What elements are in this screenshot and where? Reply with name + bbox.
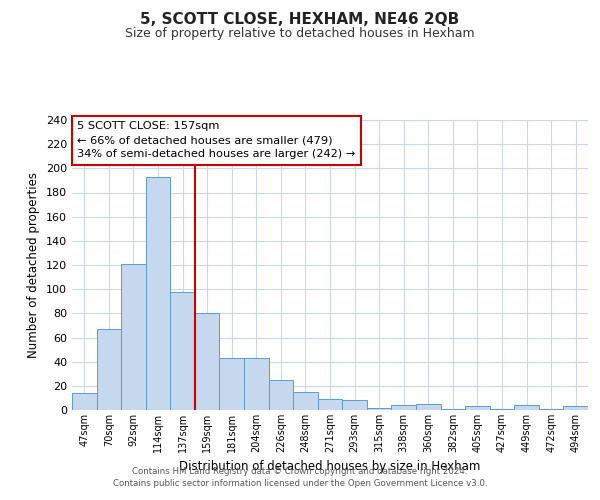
Bar [97,329,121,410]
Bar [342,400,367,410]
Bar [539,409,563,410]
Text: 5 SCOTT CLOSE: 157sqm
← 66% of detached houses are smaller (479)
34% of semi-det: 5 SCOTT CLOSE: 157sqm ← 66% of detached … [77,122,355,160]
Bar [121,264,146,410]
Y-axis label: Number of detached properties: Number of detached properties [28,172,40,358]
Text: Contains HM Land Registry data © Crown copyright and database right 2024.
Contai: Contains HM Land Registry data © Crown c… [113,466,487,487]
Bar [440,409,465,410]
Bar [416,404,440,410]
Bar [391,405,416,410]
X-axis label: Distribution of detached houses by size in Hexham: Distribution of detached houses by size … [179,460,481,473]
Bar [220,358,244,410]
Bar [514,405,539,410]
Bar [72,393,97,410]
Bar [146,177,170,410]
Bar [318,399,342,410]
Text: Size of property relative to detached houses in Hexham: Size of property relative to detached ho… [125,28,475,40]
Bar [465,406,490,410]
Bar [195,314,220,410]
Bar [490,409,514,410]
Bar [293,392,318,410]
Bar [244,358,269,410]
Bar [563,406,588,410]
Bar [269,380,293,410]
Bar [170,292,195,410]
Bar [367,408,391,410]
Text: 5, SCOTT CLOSE, HEXHAM, NE46 2QB: 5, SCOTT CLOSE, HEXHAM, NE46 2QB [140,12,460,28]
